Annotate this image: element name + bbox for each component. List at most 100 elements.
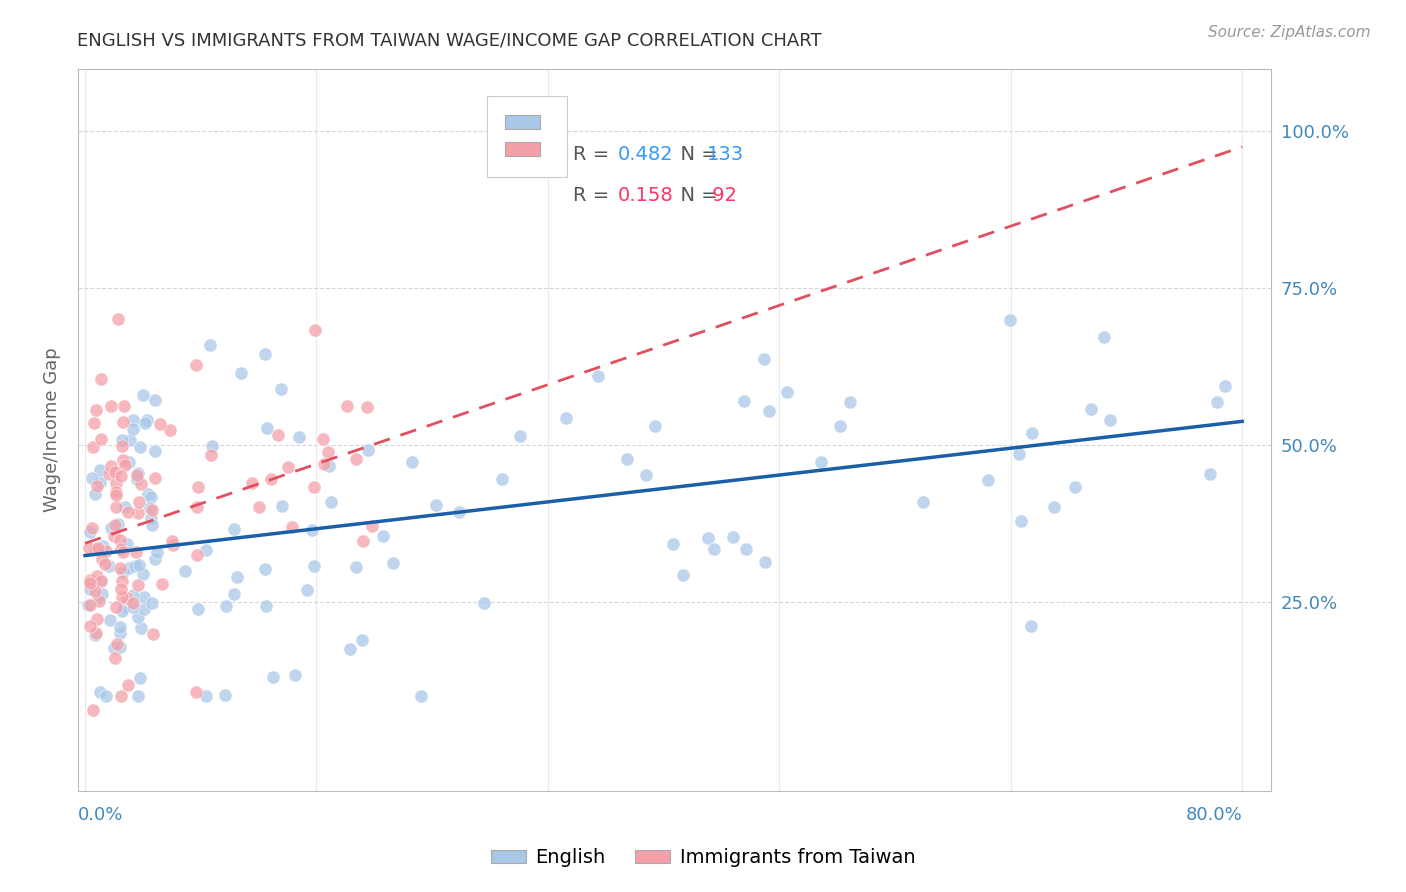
Point — [319, 494, 342, 508]
Point — [90, 551, 112, 566]
Point — [112, 400, 135, 414]
Point — [129, 477, 152, 491]
Point — [84, 626, 107, 640]
Point — [127, 577, 149, 591]
Point — [103, 529, 125, 543]
Point — [1213, 378, 1236, 392]
Point — [89, 475, 111, 490]
Point — [267, 428, 290, 442]
Point — [91, 539, 114, 553]
Point — [128, 671, 150, 685]
Point — [314, 458, 336, 472]
Point — [143, 552, 166, 566]
Point — [262, 670, 284, 684]
Point — [1080, 402, 1102, 417]
Point — [122, 589, 145, 603]
Point — [79, 524, 101, 539]
Point — [339, 641, 361, 656]
Point — [491, 472, 513, 486]
Point — [284, 667, 307, 681]
Point — [100, 399, 122, 413]
Point — [304, 323, 326, 337]
Point — [132, 388, 155, 402]
Point — [114, 458, 136, 473]
Point — [616, 451, 638, 466]
Point — [344, 560, 367, 574]
Point — [222, 587, 245, 601]
Point — [1019, 619, 1042, 633]
Point — [90, 573, 112, 587]
Point — [90, 372, 112, 386]
Point — [135, 413, 157, 427]
Point — [129, 621, 152, 635]
Point — [110, 582, 132, 596]
Point — [127, 472, 149, 486]
Point — [125, 468, 148, 483]
Point — [752, 352, 775, 367]
Point — [115, 591, 138, 605]
Point — [105, 600, 128, 615]
Point — [122, 595, 145, 609]
Point — [195, 542, 218, 557]
Legend: English, Immigrants from Taiwan: English, Immigrants from Taiwan — [484, 840, 922, 875]
Point — [128, 495, 150, 509]
Point — [304, 480, 326, 494]
Point — [141, 503, 163, 517]
Point — [336, 399, 359, 413]
Point — [108, 561, 131, 575]
Text: Source: ZipAtlas.com: Source: ZipAtlas.com — [1208, 25, 1371, 40]
Point — [256, 421, 278, 435]
Point — [89, 685, 111, 699]
Point — [110, 469, 132, 483]
Point — [1205, 394, 1227, 409]
Point — [1098, 413, 1121, 427]
Point — [758, 403, 780, 417]
Point — [104, 518, 127, 533]
Point — [97, 559, 120, 574]
Point — [186, 548, 208, 562]
Text: 0.158: 0.158 — [617, 186, 673, 205]
Point — [118, 455, 141, 469]
Point — [107, 312, 129, 326]
Point — [79, 541, 101, 556]
Point — [226, 569, 249, 583]
Text: 0.0%: 0.0% — [77, 806, 124, 824]
Point — [117, 504, 139, 518]
Point — [87, 591, 110, 606]
Point — [184, 685, 207, 699]
Point — [118, 561, 141, 575]
Point — [94, 690, 117, 704]
Point — [247, 500, 270, 515]
Point — [90, 574, 112, 588]
Point — [105, 475, 128, 490]
Point — [83, 486, 105, 500]
Point — [352, 633, 374, 648]
Point — [110, 541, 132, 556]
Point — [754, 555, 776, 569]
Text: 0.482: 0.482 — [617, 145, 673, 164]
Point — [240, 476, 263, 491]
Point — [90, 432, 112, 446]
Point — [125, 545, 148, 559]
Point — [1199, 467, 1222, 481]
Point — [195, 690, 218, 704]
Point — [134, 591, 156, 605]
Point — [129, 441, 152, 455]
Point — [84, 403, 107, 417]
Point — [105, 500, 128, 514]
Point — [162, 533, 184, 548]
Point — [79, 575, 101, 590]
Point — [108, 533, 131, 548]
Text: R =: R = — [572, 186, 616, 205]
Point — [162, 538, 184, 552]
Point — [87, 541, 110, 556]
Text: 133: 133 — [706, 145, 744, 164]
Point — [86, 612, 108, 626]
Point — [253, 561, 276, 575]
Point — [105, 488, 128, 502]
Point — [828, 418, 851, 433]
Point — [127, 466, 149, 480]
Point — [229, 366, 252, 380]
Point — [555, 410, 578, 425]
Point — [270, 382, 292, 396]
